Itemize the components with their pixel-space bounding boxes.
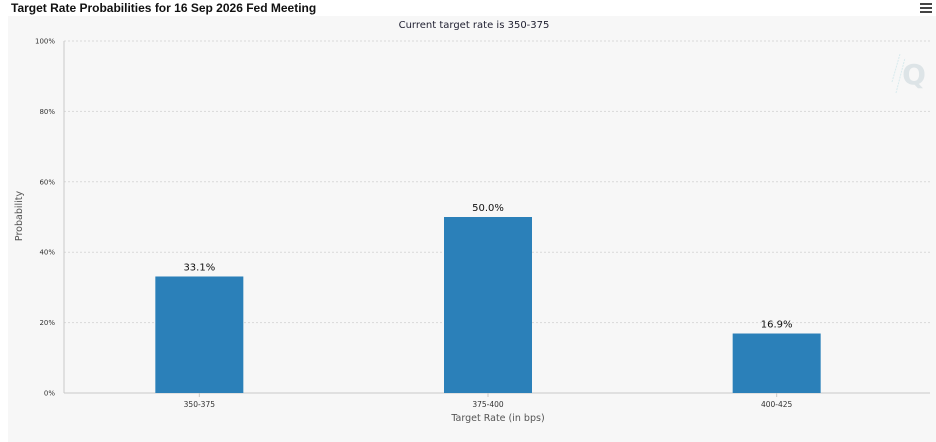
data-label: 50.0% — [472, 203, 504, 214]
bar-400-425[interactable] — [732, 333, 821, 393]
chart-title: Target Rate Probabilities for 16 Sep 202… — [11, 1, 317, 15]
data-labels: 33.1% 50.0% 16.9% — [183, 203, 792, 331]
bar-350-375[interactable] — [155, 276, 244, 393]
bars — [155, 217, 821, 393]
x-axis-title: Target Rate (in bps) — [450, 413, 544, 424]
y-tick-label: 60% — [39, 178, 55, 186]
gridlines — [64, 40, 930, 324]
y-axis-title: Probability — [14, 191, 25, 242]
svg-text:Q: Q — [902, 58, 926, 91]
y-tick-label: 0% — [44, 390, 55, 398]
q-logo-watermark: Q — [891, 53, 926, 94]
data-label: 33.1% — [183, 262, 215, 273]
x-tick-label: 375-400 — [472, 400, 504, 409]
y-tick-label: 100% — [35, 38, 55, 46]
chart-subtitle: Current target rate is 350-375 — [399, 20, 550, 31]
bar-375-400[interactable] — [444, 217, 532, 393]
y-tick-label: 80% — [39, 108, 55, 116]
data-label: 16.9% — [761, 320, 793, 331]
hamburger-menu-icon[interactable] — [920, 3, 932, 14]
tick-labels: 0% 20% 40% 60% 80% 100% 350-375 375-400 400-425 — [35, 38, 793, 410]
x-tick-label: 350-375 — [184, 400, 216, 409]
y-tick-label: 20% — [39, 319, 55, 327]
y-tick-label: 40% — [39, 249, 55, 257]
x-tick-label: 400-425 — [761, 400, 793, 409]
